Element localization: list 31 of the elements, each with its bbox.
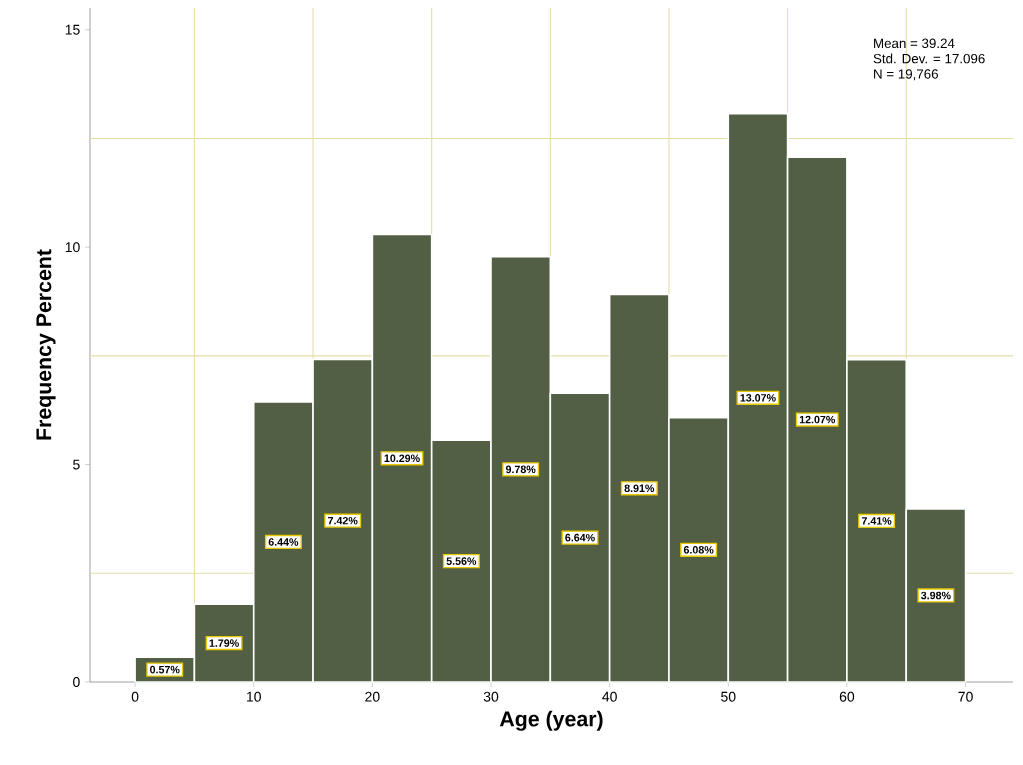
data-label: 1.79% — [209, 639, 239, 647]
data-label: 7.41% — [861, 517, 892, 525]
x-tick-label: 0 — [131, 691, 139, 702]
data-label: 10.29% — [384, 454, 420, 463]
x-tick-label: 60 — [839, 691, 855, 702]
x-tick-label: 70 — [958, 691, 973, 702]
x-axis-title: Age (year) — [499, 710, 603, 731]
data-label: 9.78% — [505, 465, 536, 474]
annotation: Std. Dev. = 17.096 — [873, 53, 985, 64]
x-tick-label: 20 — [365, 691, 380, 702]
y-tick-label: 0 — [73, 677, 80, 687]
data-label: 5.56% — [446, 557, 477, 565]
x-tick-label: 30 — [483, 691, 499, 702]
y-tick-label: 15 — [65, 24, 80, 35]
x-tick-label: 10 — [247, 691, 261, 702]
data-label: 12.07% — [799, 415, 836, 424]
data-label: 8.91% — [624, 484, 655, 493]
data-label: 7.42% — [328, 516, 358, 525]
data-label: 6.08% — [683, 546, 714, 554]
data-label: 6.64% — [565, 533, 595, 542]
annotation: N = 19,766 — [874, 69, 938, 81]
x-tick-label: 50 — [721, 691, 736, 702]
data-label: 6.44% — [268, 538, 299, 546]
data-label: 0.57% — [150, 665, 180, 674]
data-label: 3.98% — [921, 591, 951, 600]
y-tick-label: 5 — [73, 459, 80, 470]
annotation: Mean = 39.24 — [874, 38, 955, 49]
data-label: 13.07% — [740, 394, 776, 402]
x-tick-label: 40 — [602, 691, 617, 702]
y-tick-label: 10 — [65, 242, 80, 253]
y-axis-title: Frequency Percent — [36, 249, 56, 440]
